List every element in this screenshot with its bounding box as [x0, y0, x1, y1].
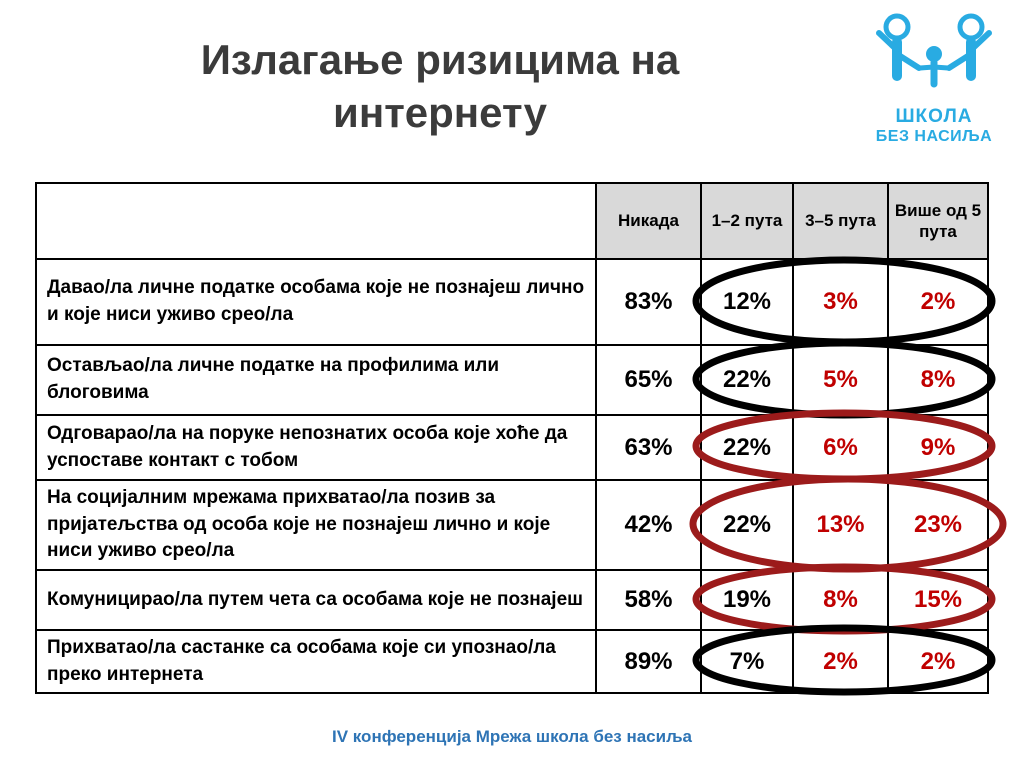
cell-more-than-5: 2%	[887, 258, 989, 346]
table-row: Остављао/ла личне податке на профилима и…	[35, 344, 989, 416]
cell-never: 65%	[595, 344, 702, 416]
logo-text-line-1: ШКОЛА	[895, 106, 973, 127]
risk-exposure-table: Никада 1–2 пута 3–5 пута Више од 5 пута …	[35, 182, 989, 695]
table-row: Одговарао/ла на поруке непознатих особа …	[35, 414, 989, 481]
column-header-blank	[35, 182, 597, 260]
cell-1-2-times: 22%	[700, 344, 794, 416]
column-header-more-than-5: Више од 5 пута	[887, 182, 989, 260]
column-header-never: Никада	[595, 182, 702, 260]
cell-1-2-times: 19%	[700, 569, 794, 631]
cell-more-than-5: 23%	[887, 479, 989, 571]
cell-3-5-times: 8%	[792, 569, 889, 631]
page-title: Излагање ризицима на интернету	[60, 34, 820, 139]
row-label: Остављао/ла личне податке на профилима и…	[35, 344, 597, 416]
row-label: Прихватао/ла састанке са особама које си…	[35, 628, 597, 695]
risk-table-container: Никада 1–2 пута 3–5 пута Више од 5 пута …	[35, 182, 989, 695]
table-row: Прихватао/ла састанке са особама које си…	[35, 628, 989, 695]
cell-1-2-times: 22%	[700, 414, 794, 481]
row-label: Давао/ла личне податке особама које не п…	[35, 258, 597, 346]
cell-3-5-times: 5%	[792, 344, 889, 416]
column-header-1-2-times: 1–2 пута	[700, 182, 794, 260]
title-line-2: интернету	[333, 88, 547, 136]
table-row: Комуницирао/ла путем чета са особама кој…	[35, 569, 989, 631]
cell-never: 63%	[595, 414, 702, 481]
cell-1-2-times: 22%	[700, 479, 794, 571]
table-row: На социјалним мрежама прихватао/ла позив…	[35, 479, 989, 571]
title-line-1: Излагање ризицима на	[200, 36, 680, 83]
school-without-violence-logo: ШКОЛА БЕЗ НАСИЉА	[856, 10, 1012, 146]
cell-more-than-5: 8%	[887, 344, 989, 416]
cell-3-5-times: 3%	[792, 258, 889, 346]
cell-never: 42%	[595, 479, 702, 571]
cell-never: 83%	[595, 258, 702, 346]
cell-never: 89%	[595, 628, 702, 695]
footer-text: IV конференција Мрежа школа без насиља	[331, 727, 693, 746]
table-row: Давао/ла личне податке особама које не п…	[35, 258, 989, 346]
row-label: Одговарао/ла на поруке непознатих особа …	[35, 414, 597, 481]
header-row: Никада 1–2 пута 3–5 пута Више од 5 пута	[35, 182, 989, 260]
cell-3-5-times: 2%	[792, 628, 889, 695]
family-figures-icon	[876, 13, 992, 88]
cell-1-2-times: 12%	[700, 258, 794, 346]
cell-more-than-5: 15%	[887, 569, 989, 631]
column-header-3-5-times: 3–5 пута	[792, 182, 889, 260]
cell-1-2-times: 7%	[700, 628, 794, 695]
cell-never: 58%	[595, 569, 702, 631]
logo-text-line-2: БЕЗ НАСИЉА	[875, 128, 993, 145]
row-label: На социјалним мрежама прихватао/ла позив…	[35, 479, 597, 571]
cell-more-than-5: 2%	[887, 628, 989, 695]
cell-3-5-times: 13%	[792, 479, 889, 571]
cell-more-than-5: 9%	[887, 414, 989, 481]
cell-3-5-times: 6%	[792, 414, 889, 481]
row-label: Комуницирао/ла путем чета са особама кој…	[35, 569, 597, 631]
